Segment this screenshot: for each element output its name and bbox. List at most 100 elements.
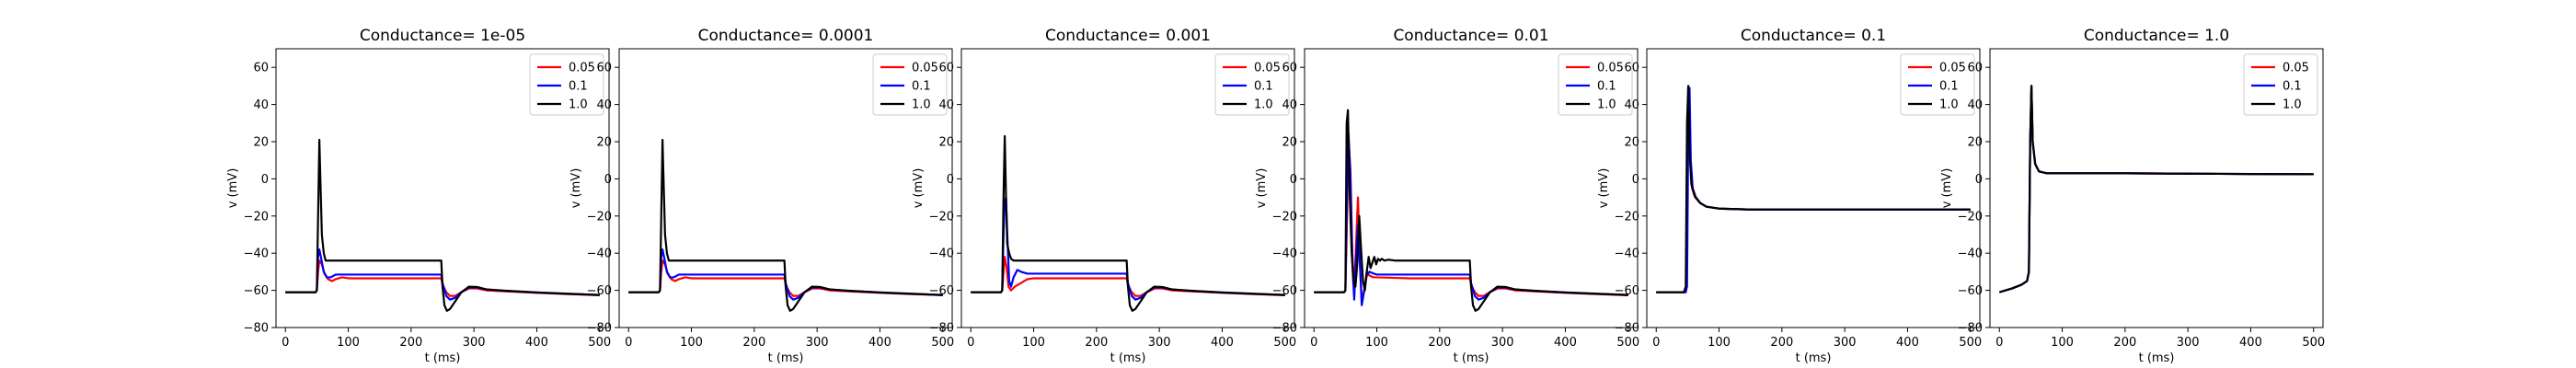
series-line-4-0 <box>1656 86 1971 293</box>
legend-entry: 0.05 <box>2283 62 2309 75</box>
x-tick-label: 400 <box>2239 336 2262 350</box>
legend-box <box>1900 53 1975 116</box>
y-tick-label: −80 <box>929 322 954 336</box>
x-tick-label: 200 <box>1428 336 1451 350</box>
y-tick-label: 60 <box>596 62 612 75</box>
x-tick-label: 500 <box>1959 336 1982 350</box>
x-axis-label: t (ms) <box>1454 351 1489 365</box>
y-axis-label: v (mV) <box>569 168 583 209</box>
y-tick-label: 20 <box>1624 136 1639 150</box>
y-tick-label: −60 <box>1272 284 1297 298</box>
chart-panel-1: 0 100 200 300 400 500−80−60−40−200204060Condu… <box>569 27 954 365</box>
y-tick-label: −80 <box>1272 322 1297 336</box>
y-axis-label: v (mV) <box>912 168 926 209</box>
plot-frame <box>275 48 610 328</box>
y-tick-label: 0 <box>1632 173 1639 187</box>
plot-frame <box>618 48 953 328</box>
legend: 0.05 0.1 1.0 <box>1900 53 1975 116</box>
y-tick-label: 20 <box>253 136 269 150</box>
legend-entry: 1.0 <box>1597 98 1616 112</box>
y-tick-label: 20 <box>938 136 954 150</box>
x-tick-label: 0 <box>282 336 289 350</box>
y-tick-label: 0 <box>261 173 269 187</box>
x-tick-label: 400 <box>525 336 548 350</box>
x-tick-label: 300 <box>2177 336 2200 350</box>
legend-entry: 0.05 <box>1597 62 1624 75</box>
x-tick-label: 200 <box>742 336 765 350</box>
legend-box <box>1558 53 1633 116</box>
x-tick-label: 400 <box>1896 336 1919 350</box>
y-tick-label: −60 <box>244 284 269 298</box>
plot-frame <box>1989 48 2324 328</box>
y-tick-label: 40 <box>1282 98 1297 112</box>
legend-entry: 1.0 <box>1254 98 1273 112</box>
x-tick-label: 300 <box>1491 336 1514 350</box>
x-tick-label: 200 <box>399 336 422 350</box>
legend-entry: 0.1 <box>1597 80 1616 94</box>
chart-panel-0: 0 100 200 300 400 500−80−60−40−200204060Condu… <box>226 27 611 365</box>
x-tick-label: 500 <box>1616 336 1639 350</box>
legend: 0.05 0.1 1.0 <box>1214 53 1290 116</box>
x-tick-label: 0 <box>967 336 974 350</box>
series-line-5-0 <box>1998 85 2314 293</box>
series-line-5-1 <box>1998 85 2314 293</box>
y-tick-label: −60 <box>587 284 612 298</box>
legend-entry: 1.0 <box>1939 98 1959 112</box>
y-tick-label: −60 <box>929 284 954 298</box>
series-line-5-2 <box>1998 85 2314 293</box>
x-tick-label: 0 <box>1995 336 2003 350</box>
y-tick-label: −80 <box>1958 322 1983 336</box>
series-line-0-2 <box>285 138 600 312</box>
legend: 0.05 0.1 1.0 <box>529 53 604 116</box>
y-tick-label: 0 <box>604 173 612 187</box>
y-tick-label: 40 <box>1624 98 1639 112</box>
legend-box <box>1214 53 1290 116</box>
y-tick-label: −60 <box>1615 284 1639 298</box>
legend-box <box>529 53 604 116</box>
y-tick-label: −40 <box>244 247 269 261</box>
series-line-1-2 <box>628 138 943 312</box>
y-tick-label: −40 <box>929 247 954 261</box>
legend-entry: 0.05 <box>1254 62 1281 75</box>
x-axis-label: t (ms) <box>1110 351 1146 365</box>
x-axis-label: t (ms) <box>2139 351 2175 365</box>
legend-entry: 0.1 <box>1254 80 1273 94</box>
y-tick-label: 60 <box>1967 62 1983 75</box>
x-tick-label: 300 <box>806 336 829 350</box>
x-tick-label: 400 <box>868 336 891 350</box>
x-tick-label: 100 <box>337 336 360 350</box>
y-tick-label: −80 <box>1615 322 1639 336</box>
x-tick-label: 100 <box>1365 336 1388 350</box>
x-axis-label: t (ms) <box>425 351 461 365</box>
legend-entry: 0.1 <box>569 80 588 94</box>
x-tick-label: 500 <box>2302 336 2325 350</box>
chart-panel-5: 0 100 200 300 400 500−80−60−40−200204060Condu… <box>1940 27 2325 365</box>
legend-entry: 0.1 <box>1939 80 1959 94</box>
x-tick-label: 300 <box>1834 336 1857 350</box>
legend-entry: 1.0 <box>912 98 931 112</box>
x-tick-label: 400 <box>1211 336 1234 350</box>
legend-entry: 0.05 <box>569 62 595 75</box>
y-tick-label: −20 <box>929 210 954 224</box>
chart-title: Conductance= 0.001 <box>1045 27 1211 45</box>
x-tick-label: 100 <box>1708 336 1731 350</box>
y-tick-label: 0 <box>1975 173 1983 187</box>
x-tick-label: 200 <box>1770 336 1793 350</box>
chart-title: Conductance= 1.0 <box>2084 27 2229 45</box>
y-tick-label: 40 <box>938 98 954 112</box>
legend: 0.05 0.1 1.0 <box>872 53 948 116</box>
series-line-3-2 <box>1314 109 1628 312</box>
plot-frame <box>1304 48 1639 328</box>
x-tick-label: 100 <box>1022 336 1045 350</box>
y-tick-label: −20 <box>587 210 612 224</box>
y-tick-label: −80 <box>244 322 269 336</box>
y-axis-label: v (mV) <box>1255 168 1269 209</box>
y-axis-label: v (mV) <box>226 168 240 209</box>
series-line-2-2 <box>971 134 1285 312</box>
x-tick-label: 400 <box>1554 336 1577 350</box>
legend-box <box>2243 53 2318 116</box>
legend-entry: 0.05 <box>912 62 938 75</box>
y-tick-label: 60 <box>1624 62 1639 75</box>
series-line-4-1 <box>1656 86 1971 293</box>
y-tick-label: −60 <box>1958 284 1983 298</box>
